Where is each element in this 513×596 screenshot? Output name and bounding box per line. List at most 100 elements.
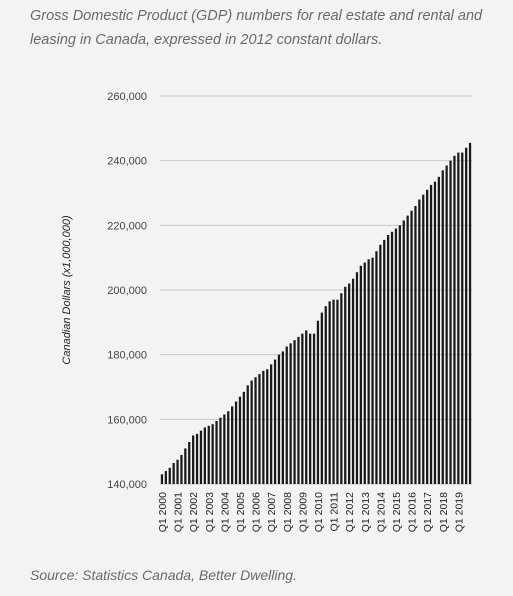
bar	[406, 215, 409, 484]
bar	[254, 377, 257, 484]
bar	[176, 459, 179, 484]
x-tick-label: Q1 2004	[219, 492, 231, 532]
bar	[363, 262, 366, 484]
bar	[453, 155, 456, 484]
y-axis-label: Canadian Dollars (x1,000,000)	[61, 215, 73, 365]
x-tick-label: Q1 2015	[391, 492, 403, 532]
bar	[203, 427, 206, 484]
bar	[355, 272, 359, 484]
x-tick-label: Q1 2000	[157, 492, 169, 532]
bar	[340, 293, 343, 484]
x-tick-label: Q1 2006	[251, 492, 263, 532]
bar	[410, 210, 413, 484]
bar	[348, 283, 351, 484]
bar	[250, 380, 253, 484]
bar	[215, 420, 218, 484]
x-tick-label: Q1 2013	[360, 492, 372, 532]
bar	[445, 165, 448, 484]
bar	[312, 333, 316, 484]
x-axis-ticks: Q1 2000 Q1 2001 Q1 2002 Q1 2003 Q1 2004 Q1 20…	[157, 492, 465, 532]
bar	[379, 244, 382, 484]
y-tick-label: 140,000	[107, 479, 147, 491]
bar	[281, 351, 284, 484]
bar	[375, 251, 378, 484]
bar	[316, 320, 320, 484]
bar	[359, 265, 362, 484]
bar	[309, 333, 312, 484]
bar	[195, 433, 199, 484]
bar	[414, 205, 417, 484]
bar	[262, 370, 265, 484]
y-tick-label: 160,000	[107, 414, 147, 426]
bar	[418, 199, 421, 484]
x-tick-label: Q1 2019	[453, 492, 465, 532]
bar	[285, 346, 288, 484]
bar	[223, 414, 226, 484]
bar	[188, 441, 191, 484]
bar	[246, 385, 249, 484]
bar	[160, 474, 164, 484]
bar	[437, 176, 440, 484]
bar	[270, 364, 273, 484]
bar	[297, 336, 300, 484]
bar	[320, 312, 323, 484]
bar	[457, 152, 460, 484]
x-tick-label: Q1 2005	[235, 492, 247, 532]
bar	[390, 231, 394, 484]
bar	[422, 194, 425, 484]
bar	[465, 147, 468, 485]
bar	[429, 184, 433, 485]
x-tick-label: Q1 2018	[438, 492, 450, 532]
bar	[394, 228, 398, 484]
bar	[184, 448, 187, 484]
x-tick-label: Q1 2009	[297, 492, 309, 532]
bar	[219, 417, 222, 484]
x-tick-label: Q1 2011	[329, 492, 341, 532]
x-tick-label: Q1 2003	[204, 492, 216, 532]
bar	[172, 462, 175, 484]
x-tick-label: Q1 2012	[344, 492, 356, 532]
y-tick-label: 180,000	[107, 350, 147, 362]
x-tick-label: Q1 2010	[313, 492, 325, 532]
bar	[211, 424, 214, 484]
bar	[468, 142, 472, 484]
bar	[328, 301, 331, 484]
bar	[238, 396, 242, 484]
bar	[266, 369, 269, 484]
bar	[168, 467, 171, 484]
bar	[387, 235, 390, 484]
bar	[207, 425, 210, 484]
y-tick-label: 240,000	[107, 156, 147, 168]
bar	[371, 257, 374, 484]
bar	[227, 411, 230, 484]
bar	[461, 152, 464, 484]
bar	[293, 340, 296, 484]
bar	[180, 454, 183, 484]
x-tick-label: Q1 2002	[188, 492, 200, 532]
bar	[351, 278, 355, 484]
gridlines	[160, 95, 472, 485]
bar	[305, 330, 308, 484]
bar	[324, 306, 327, 484]
bar	[242, 391, 245, 484]
bar	[367, 259, 370, 484]
bar	[433, 181, 437, 484]
bar	[192, 435, 195, 484]
bar	[289, 343, 292, 484]
bar	[383, 239, 386, 484]
y-tick-label: 220,000	[107, 220, 147, 232]
x-tick-label: Q1 2014	[375, 492, 387, 532]
x-tick-label: Q1 2001	[173, 492, 185, 532]
bar	[199, 430, 203, 484]
bar	[336, 299, 339, 484]
chart-caption: Gross Domestic Product (GDP) numbers for…	[30, 8, 483, 48]
bar	[449, 160, 452, 485]
bar	[301, 333, 304, 484]
bar	[231, 406, 234, 484]
bar	[273, 359, 277, 484]
bar	[441, 170, 444, 484]
y-tick-label: 260,000	[107, 91, 147, 103]
x-tick-label: Q1 2008	[282, 492, 294, 532]
bar	[258, 374, 261, 484]
